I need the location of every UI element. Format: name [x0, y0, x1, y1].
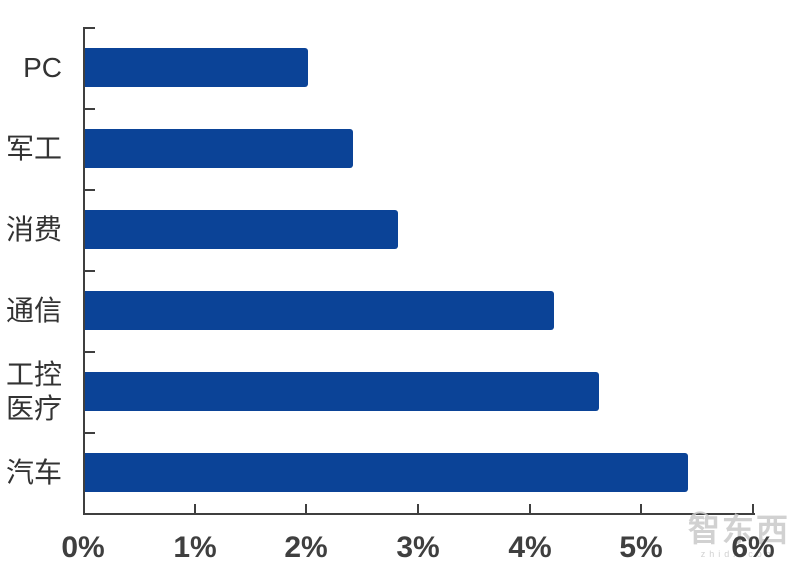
y-axis-tick	[85, 108, 95, 110]
y-axis-tick	[85, 270, 95, 272]
watermark-wifi-icon	[690, 511, 710, 520]
x-axis-tick	[305, 504, 307, 513]
y-axis-tick	[85, 432, 95, 434]
bar	[85, 372, 599, 411]
category-label: 工控 医疗	[5, 358, 62, 424]
watermark-logo-text: 智东西	[687, 512, 790, 548]
x-tick-label: 4%	[508, 531, 552, 564]
x-tick-label: 2%	[284, 531, 328, 564]
bar	[85, 291, 554, 330]
category-label: 消费	[5, 213, 62, 245]
y-axis-tick	[85, 27, 95, 29]
x-axis-tick	[752, 504, 754, 513]
bar	[85, 210, 398, 249]
bar	[85, 129, 353, 168]
x-axis-tick	[529, 504, 531, 513]
category-label: 通信	[5, 294, 62, 326]
watermark: 智东西 zhidx.com	[684, 511, 794, 560]
x-tick-label: 1%	[173, 531, 217, 564]
category-label: 军工	[5, 132, 62, 164]
x-axis-tick	[194, 504, 196, 513]
y-axis-line	[83, 27, 85, 515]
category-label: PC	[23, 51, 62, 83]
x-tick-label: 6%	[731, 531, 775, 564]
category-label: 汽车	[5, 456, 62, 488]
y-axis-tick	[85, 189, 95, 191]
x-axis-tick	[640, 504, 642, 513]
x-tick-label: 5%	[619, 531, 663, 564]
x-axis-line	[83, 513, 755, 515]
bar	[85, 453, 688, 492]
x-axis-tick	[417, 504, 419, 513]
bar	[85, 48, 308, 87]
x-tick-label: 0%	[61, 531, 105, 564]
y-axis-tick	[85, 351, 95, 353]
watermark-domain: zhidx.com	[700, 549, 778, 560]
x-tick-label: 3%	[396, 531, 440, 564]
